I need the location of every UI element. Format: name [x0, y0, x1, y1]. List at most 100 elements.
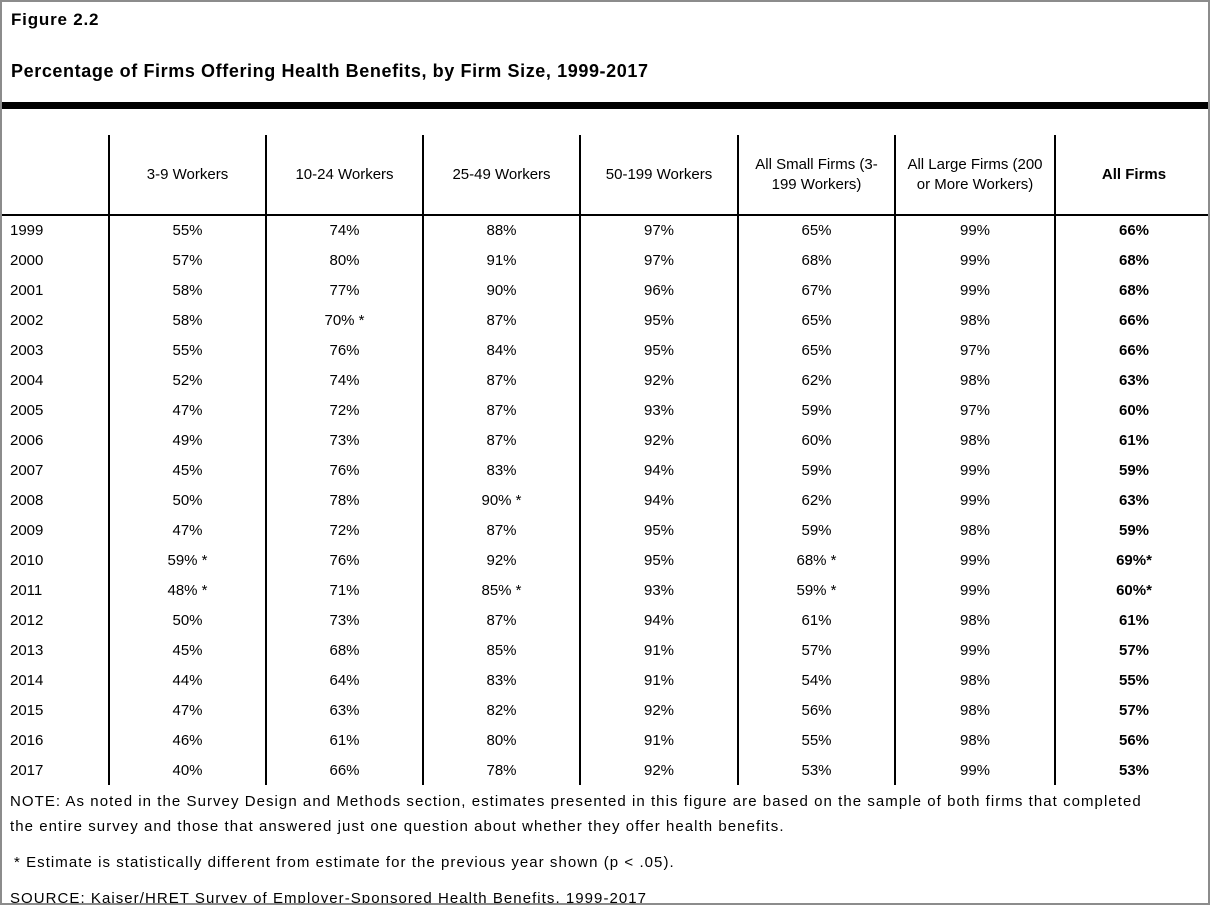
value-cell: 91%: [579, 635, 738, 665]
figure-label: Figure 2.2: [11, 10, 100, 29]
value-cell: 99%: [894, 575, 1055, 605]
value-cell: 67%: [737, 275, 895, 305]
table-row: 1999 55% 74% 88% 97% 65% 99% 66%: [2, 215, 1208, 245]
value-cell: 46%: [108, 725, 266, 755]
value-cell: 83%: [422, 455, 580, 485]
value-cell: 92%: [579, 365, 738, 395]
value-cell: 76%: [265, 335, 423, 365]
year-cell: 1999: [10, 222, 44, 239]
value-cell: 76%: [265, 455, 423, 485]
table-row: 2002 58% 70% * 87% 95% 65% 98% 66%: [2, 305, 1208, 335]
table-row: 2014 44% 64% 83% 91% 54% 98% 55%: [2, 665, 1208, 695]
value-cell: 91%: [579, 665, 738, 695]
value-cell: 49%: [108, 425, 266, 455]
table-row: 2001 58% 77% 90% 96% 67% 99% 68%: [2, 275, 1208, 305]
value-cell: 87%: [422, 305, 580, 335]
value-cell: 76%: [265, 545, 423, 575]
value-cell: 70% *: [265, 305, 423, 335]
year-cell: 2017: [10, 761, 44, 779]
value-cell: 99%: [894, 545, 1055, 575]
value-cell: 72%: [265, 515, 423, 545]
value-cell: 74%: [265, 215, 423, 245]
table-row: 2007 45% 76% 83% 94% 59% 99% 59%: [2, 455, 1208, 485]
value-cell: 59%: [1054, 455, 1208, 485]
value-cell: 72%: [265, 395, 423, 425]
asterisk-note: * Estimate is statistically different fr…: [14, 854, 675, 871]
value-cell: 59%: [737, 515, 895, 545]
value-cell: 78%: [265, 485, 423, 515]
value-cell: 99%: [894, 455, 1055, 485]
value-cell: 97%: [894, 395, 1055, 425]
value-cell: 57%: [737, 635, 895, 665]
value-cell: 83%: [422, 665, 580, 695]
value-cell: 55%: [737, 725, 895, 755]
value-cell: 45%: [108, 635, 266, 665]
value-cell: 59% *: [737, 575, 895, 605]
year-cell: 2008: [10, 491, 44, 509]
value-cell: 87%: [422, 605, 580, 635]
column-header: 10-24 Workers: [265, 135, 423, 216]
table-row: 2010 59% * 76% 92% 95% 68% * 99% 69%*: [2, 545, 1208, 575]
value-cell: 90% *: [422, 485, 580, 515]
value-cell: 94%: [579, 605, 738, 635]
table-row: 2004 52% 74% 87% 92% 62% 98% 63%: [2, 365, 1208, 395]
value-cell: 95%: [579, 545, 738, 575]
year-cell: 2005: [10, 401, 44, 419]
column-header: 50-199 Workers: [579, 135, 738, 216]
table-row: 2000 57% 80% 91% 97% 68% 99% 68%: [2, 245, 1208, 275]
table-row: 2011 48% * 71% 85% * 93% 59% * 99% 60%*: [2, 575, 1208, 605]
value-cell: 62%: [737, 485, 895, 515]
value-cell: 87%: [422, 365, 580, 395]
value-cell: 85%: [422, 635, 580, 665]
value-cell: 95%: [579, 335, 738, 365]
value-cell: 91%: [422, 245, 580, 275]
value-cell: 97%: [894, 335, 1055, 365]
value-cell: 97%: [579, 215, 738, 245]
value-cell: 59%: [737, 455, 895, 485]
value-cell: 99%: [894, 755, 1055, 785]
value-cell: 92%: [579, 425, 738, 455]
value-cell: 96%: [579, 275, 738, 305]
figure-title: Percentage of Firms Offering Health Bene…: [11, 61, 649, 81]
year-cell: 2011: [10, 581, 43, 599]
value-cell: 54%: [737, 665, 895, 695]
value-cell: 61%: [265, 725, 423, 755]
value-cell: 53%: [1054, 755, 1208, 785]
value-cell: 53%: [737, 755, 895, 785]
value-cell: 87%: [422, 395, 580, 425]
value-cell: 60%*: [1054, 575, 1208, 605]
value-cell: 50%: [108, 485, 266, 515]
value-cell: 94%: [579, 485, 738, 515]
value-cell: 68% *: [737, 545, 895, 575]
value-cell: 91%: [579, 725, 738, 755]
table-row: 2005 47% 72% 87% 93% 59% 97% 60%: [2, 395, 1208, 425]
column-header: All Small Firms (3-199 Workers): [737, 135, 895, 216]
value-cell: 87%: [422, 425, 580, 455]
column-header: All Large Firms (200 or More Workers): [894, 135, 1055, 216]
value-cell: 93%: [579, 395, 738, 425]
value-cell: 82%: [422, 695, 580, 725]
value-cell: 58%: [108, 305, 266, 335]
value-cell: 99%: [894, 245, 1055, 275]
year-cell: 2012: [10, 611, 44, 629]
table-row: 2006 49% 73% 87% 92% 60% 98% 61%: [2, 425, 1208, 455]
table-row: 2015 47% 63% 82% 92% 56% 98% 57%: [2, 695, 1208, 725]
table-row: 2012 50% 73% 87% 94% 61% 98% 61%: [2, 605, 1208, 635]
value-cell: 61%: [1054, 605, 1208, 635]
value-cell: 99%: [894, 635, 1055, 665]
value-cell: 57%: [1054, 695, 1208, 725]
value-cell: 98%: [894, 605, 1055, 635]
value-cell: 88%: [422, 215, 580, 245]
value-cell: 56%: [737, 695, 895, 725]
table-body: 1999 55% 74% 88% 97% 65% 99% 66% 2000 57% 80% 91% 97…: [2, 215, 1208, 785]
value-cell: 71%: [265, 575, 423, 605]
value-cell: 60%: [737, 425, 895, 455]
column-header: All Firms: [1054, 135, 1208, 216]
value-cell: 90%: [422, 275, 580, 305]
value-cell: 95%: [579, 515, 738, 545]
value-cell: 59%: [1054, 515, 1208, 545]
table-row: 2008 50% 78% 90% * 94% 62% 99% 63%: [2, 485, 1208, 515]
value-cell: 68%: [1054, 275, 1208, 305]
year-cell: 2009: [10, 521, 44, 539]
value-cell: 65%: [737, 335, 895, 365]
